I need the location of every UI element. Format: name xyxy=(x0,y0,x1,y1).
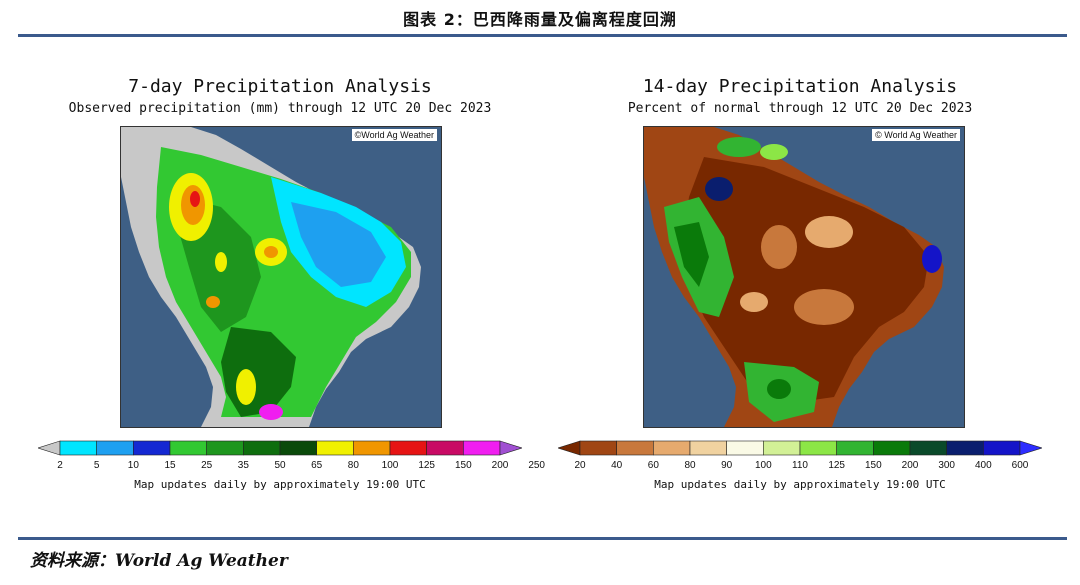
left-legend-tick-label: 25 xyxy=(201,460,213,471)
right-legend-tick-label: 60 xyxy=(647,460,659,471)
right-legend-min-arrow xyxy=(558,440,581,456)
left-legend-tick-label: 5 xyxy=(93,460,100,471)
left-legend-swatch xyxy=(353,440,391,456)
left-legend-swatch xyxy=(389,440,427,456)
right-legend-labels: 20 40 60 80 90 100 110 125 150 200 300 400 600 xyxy=(558,460,1042,474)
left-legend-swatch xyxy=(426,440,464,456)
left-map-graphic xyxy=(121,127,441,427)
left-legend-tick-label: 125 xyxy=(418,460,435,471)
left-legend-min-arrow xyxy=(38,440,61,456)
right-legend-swatch xyxy=(763,440,801,456)
left-update-note: Map updates daily by approximately 19:00… xyxy=(134,478,426,491)
left-legend-max-arrow xyxy=(499,440,522,456)
right-legend-swatch xyxy=(836,440,874,456)
left-precipitation-map: ©World Ag Weather xyxy=(120,126,442,428)
right-update-note: Map updates daily by approximately 19:00… xyxy=(654,478,946,491)
top-divider xyxy=(18,34,1067,37)
left-legend-labels: 2 5 10 15 25 35 50 65 80 100 125 150 200 250 xyxy=(38,460,545,474)
right-legend-swatch xyxy=(689,440,727,456)
right-legend-tick-label: 40 xyxy=(611,460,623,471)
right-legend-tick-label: 100 xyxy=(754,460,772,471)
left-map-panel: 7-day Precipitation Analysis Observed pr… xyxy=(20,70,545,500)
left-map-title: 7-day Precipitation Analysis xyxy=(128,76,432,97)
right-legend-tick-label: 125 xyxy=(828,460,845,471)
left-legend-tick-label: 2 xyxy=(57,460,63,471)
left-legend-swatch xyxy=(206,440,244,456)
right-legend-tick-label: 150 xyxy=(864,460,882,471)
bottom-divider xyxy=(18,537,1067,540)
figure-title: 图表 2：巴西降雨量及偏离程度回溯 xyxy=(403,10,677,29)
right-legend-swatch xyxy=(799,440,837,456)
right-legend-tick-label: 80 xyxy=(684,460,696,471)
right-legend-max-arrow xyxy=(1019,440,1042,456)
right-legend-swatch xyxy=(909,440,947,456)
right-legend-bar xyxy=(558,440,1042,456)
right-legend-swatch xyxy=(946,440,984,456)
right-legend-tick-label: 20 xyxy=(574,460,586,471)
right-legend-tick-label: 110 xyxy=(792,460,808,471)
left-legend-swatch xyxy=(463,440,501,456)
left-legend-tick-label: 35 xyxy=(237,460,249,471)
right-legend-swatch xyxy=(616,440,654,456)
left-legend-swatch xyxy=(316,440,354,456)
right-legend-swatch xyxy=(983,440,1021,456)
right-map-graphic xyxy=(644,127,964,427)
left-legend-tick-label: 200 xyxy=(491,460,509,471)
left-legend-tick-label: 150 xyxy=(454,460,472,471)
right-legend-swatch xyxy=(873,440,911,456)
left-legend-bar xyxy=(38,440,522,456)
left-legend-swatch xyxy=(279,440,317,456)
right-legend-swatch xyxy=(726,440,764,456)
right-percent-normal-map: © World Ag Weather xyxy=(643,126,965,428)
right-legend-swatch xyxy=(579,440,617,456)
left-legend-swatch xyxy=(96,440,134,456)
left-legend-tick-label: 80 xyxy=(347,460,359,471)
left-legend-tick-label: 65 xyxy=(311,460,323,471)
left-legend-tick-label: 10 xyxy=(127,460,139,471)
left-legend-swatch xyxy=(169,440,207,456)
right-legend-tick-label: 200 xyxy=(901,460,919,471)
right-map-subtitle: Percent of normal through 12 UTC 20 Dec … xyxy=(627,101,973,116)
left-legend-swatch xyxy=(243,440,281,456)
left-legend-tick-label: 250 xyxy=(528,460,545,471)
right-map-panel: 14-day Precipitation Analysis Percent of… xyxy=(540,70,1060,500)
right-legend-tick-label: 400 xyxy=(974,460,992,471)
right-legend-tick-label: 600 xyxy=(1011,460,1029,471)
left-legend-swatch xyxy=(133,440,171,456)
left-legend-graphic xyxy=(38,440,522,456)
left-legend-swatch xyxy=(59,440,97,456)
left-legend-tick-label: 100 xyxy=(381,460,399,471)
source-note: 资料来源：World Ag Weather xyxy=(30,551,288,571)
left-legend-tick-label: 15 xyxy=(164,460,176,471)
left-legend-tick-label: 50 xyxy=(274,460,286,471)
right-map-copyright: © World Ag Weather xyxy=(872,129,960,141)
left-map-subtitle: Observed precipitation (mm) through 12 U… xyxy=(68,101,492,116)
right-legend-swatch xyxy=(653,440,691,456)
right-legend-tick-label: 90 xyxy=(721,460,733,471)
right-legend-tick-label: 300 xyxy=(938,460,955,471)
left-map-copyright: ©World Ag Weather xyxy=(351,129,437,141)
right-legend-graphic xyxy=(558,440,1042,456)
right-map-title: 14-day Precipitation Analysis xyxy=(642,76,958,97)
